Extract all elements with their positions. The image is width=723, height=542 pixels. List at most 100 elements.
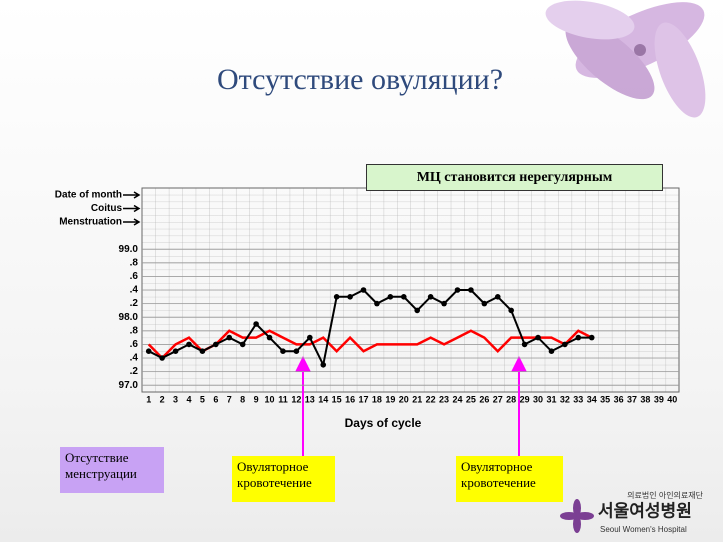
point [333,294,340,300]
y-tick-label: .2 [130,366,139,377]
x-tick-label: 26 [479,394,489,404]
point [387,294,394,300]
x-tick-label: 18 [372,394,382,404]
x-tick-label: 21 [412,394,422,404]
x-tick-label: 28 [506,394,516,404]
point [186,341,192,348]
point [414,307,421,314]
x-tick-label: 9 [254,394,259,404]
point [400,294,407,300]
x-tick-label: 6 [213,394,218,404]
x-axis-label: Days of cycle [345,416,422,430]
x-tick-label: 7 [227,394,232,404]
logo-org: 의료법인 아인의료재단 [627,490,703,500]
point [454,287,461,293]
x-tick-label: 11 [278,394,288,404]
series-line [147,329,593,360]
x-tick-label: 22 [426,394,436,404]
point [575,334,582,341]
point [562,341,568,348]
x-tick-label: 32 [560,394,570,404]
x-tick-label: 37 [627,394,637,404]
point [172,348,179,355]
x-tick-label: 8 [240,394,245,404]
point [253,321,259,327]
x-tick-label: 39 [654,394,664,404]
row-label: Date of month [55,190,122,201]
point [360,287,367,293]
row-label: Coitus [91,203,123,214]
x-tick-label: 10 [265,394,275,404]
point [307,334,313,341]
point [293,348,300,355]
point [213,341,219,348]
y-tick-label: 97.0 [119,380,139,391]
x-tick-label: 19 [385,394,395,404]
y-tick-label: 99.0 [119,244,139,255]
logo: 의료법인 아인의료재단 서울여성병원 Seoul Women's Hospita… [560,490,704,534]
point [159,355,165,361]
x-tick-label: 3 [173,394,178,404]
x-tick-label: 12 [291,394,301,404]
point [427,294,434,300]
flower [545,0,706,118]
x-tick-label: 14 [318,394,328,404]
x-tick-label: 31 [546,394,556,404]
point [239,341,246,348]
y-tick-label: .8 [130,325,139,336]
x-tick-label: 2 [160,394,165,404]
x-tick-label: 17 [359,394,369,404]
x-tick-label: 33 [573,394,583,404]
logo-name: 서울여성병원 [598,501,692,520]
x-tick-label: 29 [520,394,530,404]
point [508,307,514,314]
x-tick-label: 4 [186,394,191,404]
point [347,294,353,300]
x-tick-label: 13 [305,394,315,404]
point [199,348,206,355]
point [145,348,152,355]
x-tick-label: 40 [667,394,677,404]
slide-title: Отсутствие овуляции? [217,63,503,96]
annotation: Отсутствие менструации [60,447,164,493]
x-tick-label: 35 [600,394,610,404]
point [548,348,555,355]
x-tick-label: 30 [533,394,543,404]
x-tick-label: 34 [587,394,597,404]
point [441,300,447,307]
row-arrow [123,204,141,213]
x-tick-label: 38 [640,394,650,404]
y-tick-label: .8 [130,257,139,268]
point [481,300,488,307]
point [226,334,233,341]
y-tick-label: .6 [130,339,139,350]
x-tick-label: 5 [200,394,205,404]
point [535,334,541,341]
point [588,334,595,341]
x-tick-label: 27 [493,394,503,404]
annotation: МЦ становится нерегулярным [366,164,663,191]
y-tick-label: 98.0 [119,312,139,323]
x-tick-label: 25 [466,394,476,404]
point [468,287,474,293]
x-tick-label: 36 [614,394,624,404]
y-tick-label: .6 [130,271,139,282]
row-arrow [123,191,141,199]
annotation: Овуляторное кровотечение [456,456,563,502]
annotation: Овуляторное кровотечение [232,456,335,502]
x-tick-label: 23 [439,394,449,404]
x-tick-label: 1 [146,394,151,404]
point [320,362,327,368]
point [266,334,273,341]
point [374,300,380,307]
point [494,294,501,300]
series-line [148,288,592,368]
point [521,341,528,348]
point [280,348,286,355]
y-tick-label: .4 [130,353,139,364]
y-tick-label: .4 [130,285,139,296]
row-label: Menstruation [59,217,122,228]
x-tick-label: 20 [399,394,409,404]
